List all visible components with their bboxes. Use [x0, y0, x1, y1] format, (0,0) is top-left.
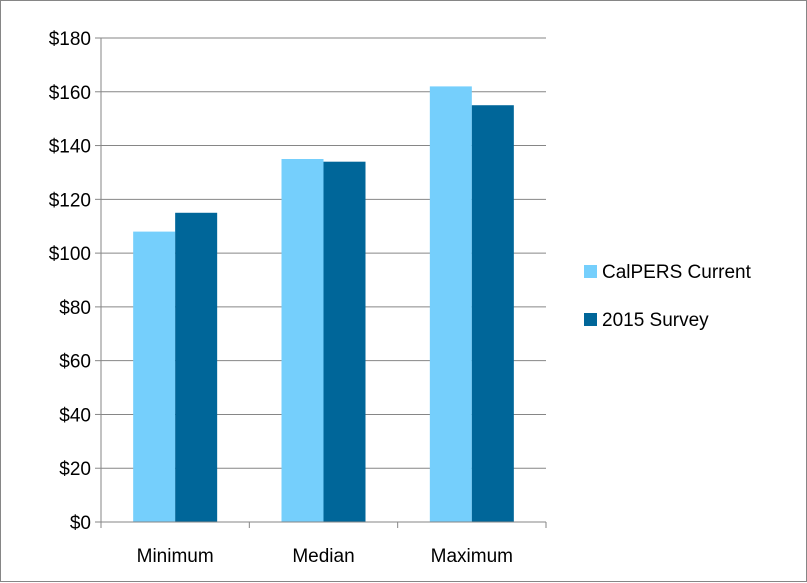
bar [471, 105, 514, 522]
y-tick-label: $140 [49, 137, 91, 158]
legend: CalPERS Current 2015 Survey [584, 262, 752, 331]
y-tick-label: $20 [59, 459, 91, 480]
y-tick-labels: $0 $20 $40 $60 $80 $100 $120 $140 $160 $180 [49, 29, 91, 534]
axes [95, 37, 547, 528]
x-tick-label: Maximum [431, 546, 513, 567]
x-tick-labels: Minimum Median Maximum [137, 546, 513, 567]
legend-swatch [584, 265, 597, 278]
y-tick-label: $0 [70, 513, 91, 534]
bar [281, 159, 324, 522]
y-tick-label: $160 [49, 83, 91, 104]
y-tick-label: $40 [59, 405, 91, 426]
y-tick-label: $100 [49, 244, 91, 265]
legend-label: 2015 Survey [602, 310, 709, 331]
bars [133, 86, 514, 523]
x-tick-label: Median [292, 546, 354, 567]
y-tick-label: $120 [49, 190, 91, 211]
bar [429, 86, 472, 523]
y-tick-label: $60 [59, 352, 91, 373]
bar [323, 161, 366, 522]
bar [133, 231, 176, 522]
legend-swatch [584, 313, 597, 326]
legend-label: CalPERS Current [602, 262, 752, 283]
y-tick-label: $80 [59, 298, 91, 319]
bar [175, 212, 218, 522]
x-tick-label: Minimum [137, 546, 214, 567]
y-tick-label: $180 [49, 29, 91, 50]
